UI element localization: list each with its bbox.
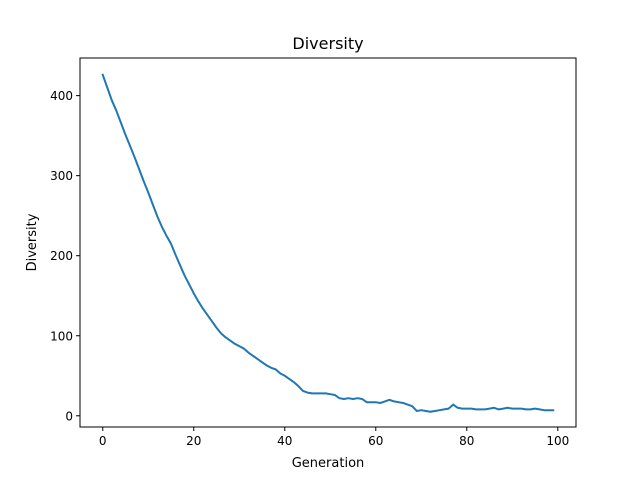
y-axis-label: Diversity	[25, 213, 40, 271]
x-tick-label: 100	[546, 434, 569, 448]
plot-area	[101, 73, 555, 413]
x-axis-label: Generation	[292, 456, 365, 471]
chart-title: Diversity	[292, 34, 363, 53]
x-tick-label: 80	[459, 434, 474, 448]
x-tick-label: 20	[186, 434, 201, 448]
y-tick-label: 0	[65, 409, 73, 423]
y-tick-label: 400	[50, 89, 73, 103]
diversity-series-line	[101, 73, 555, 413]
y-tick-label: 100	[50, 329, 73, 343]
axis-ticks: 0 20 40 60 80 100 0 100 200 300 400	[50, 89, 569, 448]
y-tick-label: 300	[50, 169, 73, 183]
x-tick-label: 0	[99, 434, 107, 448]
x-tick-label: 40	[277, 434, 292, 448]
x-tick-label: 60	[368, 434, 383, 448]
y-tick-label: 200	[50, 249, 73, 263]
axes-frame	[79, 57, 577, 428]
